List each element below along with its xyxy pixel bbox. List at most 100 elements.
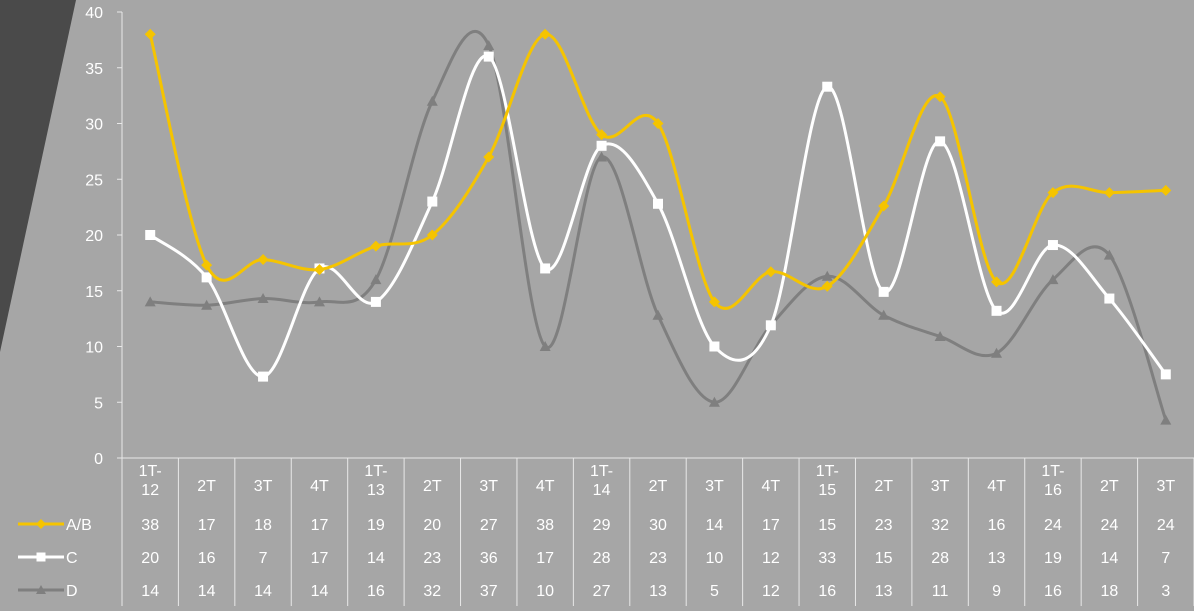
table-cell: 5	[710, 583, 719, 600]
x-tick-label: 1T-14	[590, 463, 613, 499]
data-point	[426, 229, 438, 241]
table-cell: 17	[198, 517, 216, 534]
table-cell: 14	[254, 583, 272, 600]
table-cell: 24	[1157, 517, 1175, 534]
data-point	[765, 320, 776, 331]
data-point	[652, 309, 664, 320]
table-cell: 16	[198, 550, 216, 567]
table-cell: 17	[311, 550, 329, 567]
table-cell: 3	[1161, 583, 1170, 600]
table-cell: 14	[1100, 550, 1118, 567]
table-cell: 12	[762, 583, 780, 600]
table-cell: 38	[536, 517, 554, 534]
table-cell: 14	[311, 583, 329, 600]
x-tick-label: 3T	[479, 478, 498, 495]
x-tick-label: 3T	[931, 478, 950, 495]
table-cell: 36	[480, 550, 498, 567]
x-tick-label: 1T-12	[139, 463, 162, 499]
table-cell: 28	[593, 550, 611, 567]
table-cell: 37	[480, 583, 498, 600]
series-line	[149, 54, 1167, 379]
table-cell: 7	[1161, 550, 1170, 567]
table-cell: 19	[367, 517, 385, 534]
data-point	[765, 266, 777, 278]
legend-label: D	[66, 583, 78, 600]
x-tick-label: 2T	[423, 478, 442, 495]
data-point	[370, 274, 382, 285]
data-point	[1047, 187, 1059, 199]
table-row: A/B 38 17 18 17 19 20 27 38 29 30 14 17 15 23 32 16 24 24 2…	[18, 517, 1175, 534]
table-cell: 19	[1044, 550, 1062, 567]
x-tick-label: 2T	[197, 478, 216, 495]
data-point	[596, 129, 608, 141]
data-point	[313, 264, 325, 276]
series-line	[150, 29, 1168, 421]
x-tick-label: 4T	[762, 478, 781, 495]
y-tick-label: 10	[85, 340, 103, 357]
x-tick-label: 3T	[254, 478, 273, 495]
table-cell: 16	[1044, 583, 1062, 600]
x-tick-label: 2T	[1100, 478, 1119, 495]
data-point	[540, 263, 551, 274]
x-tick-label: 1T-13	[364, 463, 387, 499]
table-row: C 20 16 7 17 14 23 36 17 28 23 10 12 33 15 28 13 19 14 7	[18, 550, 1170, 567]
x-tick-label: 2T	[649, 478, 668, 495]
x-tick-label: 4T	[536, 478, 555, 495]
data-point	[934, 91, 946, 103]
table-cell: 18	[254, 517, 272, 534]
table-cell: 10	[706, 550, 724, 567]
data-point	[144, 296, 156, 307]
table-cell: 32	[931, 517, 949, 534]
x-tick-label: 4T	[310, 478, 329, 495]
data-point	[878, 309, 890, 320]
data-point	[144, 28, 156, 40]
data-point	[539, 341, 551, 351]
table-cell: 14	[706, 517, 724, 534]
data-point	[427, 196, 438, 207]
data-point	[257, 293, 269, 304]
table-cell: 10	[536, 583, 554, 600]
data-point	[935, 136, 946, 147]
data-point	[934, 330, 946, 341]
series-a-b	[144, 28, 1172, 310]
table-cell: 7	[259, 550, 268, 567]
x-tick-label: 1T-16	[1041, 463, 1064, 499]
data-point	[708, 396, 720, 407]
data-point	[539, 28, 551, 40]
table-row: D 14 14 14 14 16 32 37 10 27 13 5 12 16 13 11 9 16 18 3	[18, 583, 1170, 600]
data-point	[1104, 293, 1115, 304]
table-cell: 18	[1100, 583, 1118, 600]
data-point	[258, 371, 269, 382]
legend-marker	[36, 585, 46, 594]
data-point	[652, 118, 664, 129]
table-cell: 14	[141, 583, 159, 600]
table-cell: 11	[932, 583, 949, 600]
table-cell: 30	[649, 517, 667, 534]
table-cell: 13	[988, 550, 1006, 567]
data-point	[145, 230, 156, 240]
y-tick-label: 5	[94, 395, 103, 412]
data-point	[1103, 249, 1115, 260]
data-point	[1047, 274, 1059, 285]
data-point	[991, 305, 1002, 316]
data-point	[257, 254, 269, 266]
table-cell: 17	[536, 550, 554, 567]
data-point	[709, 341, 720, 352]
data-point	[821, 270, 833, 281]
table-cell: 24	[1100, 517, 1118, 534]
data-point	[370, 240, 382, 252]
x-tick-label: 4T	[987, 478, 1006, 495]
y-tick-label: 20	[85, 228, 103, 245]
table-cell: 17	[311, 517, 329, 534]
data-point	[1160, 369, 1171, 380]
data-point	[708, 296, 720, 308]
data-point	[653, 198, 663, 209]
table-cell: 14	[367, 550, 385, 567]
data-point	[821, 280, 833, 292]
legend-label: C	[66, 550, 78, 567]
x-tick-label: 3T	[705, 478, 724, 495]
data-point	[1160, 414, 1172, 425]
table-cell: 24	[1044, 517, 1062, 534]
